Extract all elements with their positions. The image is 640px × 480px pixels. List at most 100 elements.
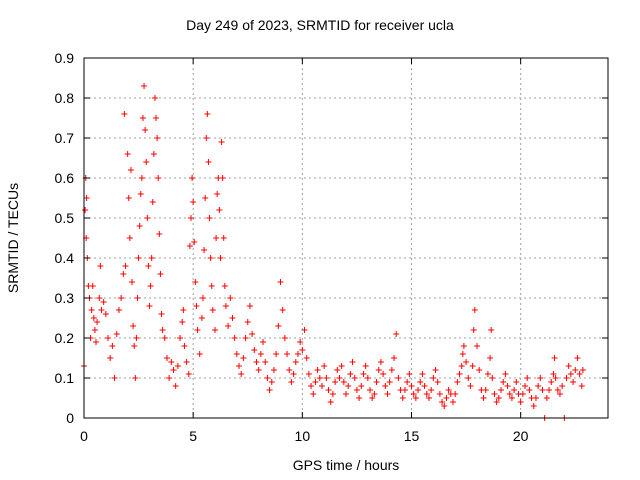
data-point: [146, 303, 153, 309]
x-tick-label: 10: [295, 428, 311, 444]
data-point: [206, 215, 213, 221]
data-point: [519, 391, 526, 397]
data-point: [567, 371, 574, 377]
data-point: [408, 383, 415, 389]
data-point: [181, 343, 188, 349]
data-point: [275, 323, 282, 329]
data-point: [138, 175, 145, 181]
data-point: [82, 207, 89, 213]
data-point: [488, 327, 495, 333]
data-point: [170, 367, 177, 373]
data-point: [157, 271, 164, 277]
data-point: [113, 331, 120, 337]
data-point: [139, 115, 146, 121]
data-point: [373, 379, 380, 385]
data-point: [198, 315, 205, 321]
data-point: [251, 347, 258, 353]
data-point: [214, 191, 221, 197]
x-tick-label: 15: [404, 428, 420, 444]
data-point: [129, 279, 136, 285]
data-point: [500, 379, 507, 385]
data-point: [136, 223, 143, 229]
data-point: [316, 375, 323, 381]
data-point: [421, 383, 428, 389]
data-point: [351, 375, 358, 381]
data-point: [135, 255, 142, 261]
data-point: [177, 335, 184, 341]
data-point: [432, 367, 439, 373]
data-point: [436, 391, 443, 397]
data-point: [126, 235, 133, 241]
data-point: [264, 375, 271, 381]
data-point: [412, 395, 419, 401]
data-point: [565, 363, 572, 369]
data-point: [449, 399, 456, 405]
data-point: [474, 343, 480, 349]
data-point: [382, 383, 389, 389]
data-point: [537, 375, 544, 381]
data-point: [134, 295, 141, 301]
data-point: [190, 199, 197, 205]
data-point: [127, 167, 134, 173]
data-point: [180, 307, 187, 313]
x-axis-label: GPS time / hours: [292, 457, 400, 473]
data-point: [208, 283, 215, 289]
data-point: [323, 375, 330, 381]
data-point: [318, 383, 325, 389]
data-point: [279, 307, 286, 313]
data-point: [556, 391, 563, 397]
data-point: [308, 383, 315, 389]
data-point: [470, 327, 477, 333]
data-point: [216, 207, 223, 213]
data-point: [404, 379, 411, 385]
data-point: [240, 355, 247, 361]
data-point: [142, 127, 149, 133]
data-point: [347, 371, 354, 377]
data-point: [163, 355, 170, 361]
data-point: [399, 395, 406, 401]
data-point: [244, 319, 251, 325]
data-point: [231, 335, 238, 341]
data-point: [349, 359, 356, 365]
data-point: [260, 339, 267, 345]
data-point: [201, 247, 208, 253]
data-point: [579, 367, 586, 373]
data-point: [83, 195, 90, 201]
data-point: [220, 235, 227, 241]
data-point: [297, 339, 304, 345]
data-point: [207, 255, 214, 261]
data-point: [253, 359, 260, 365]
grid-lines: [84, 58, 608, 418]
data-point: [401, 387, 408, 393]
data-point: [97, 263, 104, 269]
data-point: [393, 331, 400, 337]
data-point: [281, 335, 288, 341]
data-point: [242, 335, 249, 341]
data-point: [141, 83, 148, 89]
data-point: [109, 343, 116, 349]
y-tick-label: 0.8: [55, 90, 75, 106]
data-point: [273, 351, 280, 357]
data-point: [364, 375, 371, 381]
data-point: [550, 371, 557, 377]
data-point: [458, 363, 465, 369]
data-point: [286, 367, 293, 373]
data-point: [98, 307, 105, 313]
data-point: [185, 371, 192, 377]
data-point: [395, 375, 402, 381]
data-point: [360, 371, 367, 377]
data-point: [329, 391, 336, 397]
data-point: [343, 391, 349, 397]
data-point: [192, 279, 199, 285]
data-point: [570, 379, 577, 385]
data-point: [225, 323, 232, 329]
data-point: [469, 363, 476, 369]
data-point: [454, 379, 461, 385]
data-point: [187, 215, 194, 221]
data-point: [255, 367, 262, 373]
data-point: [196, 351, 203, 357]
data-point: [202, 195, 209, 201]
data-point: [125, 195, 132, 201]
data-point: [122, 263, 129, 269]
